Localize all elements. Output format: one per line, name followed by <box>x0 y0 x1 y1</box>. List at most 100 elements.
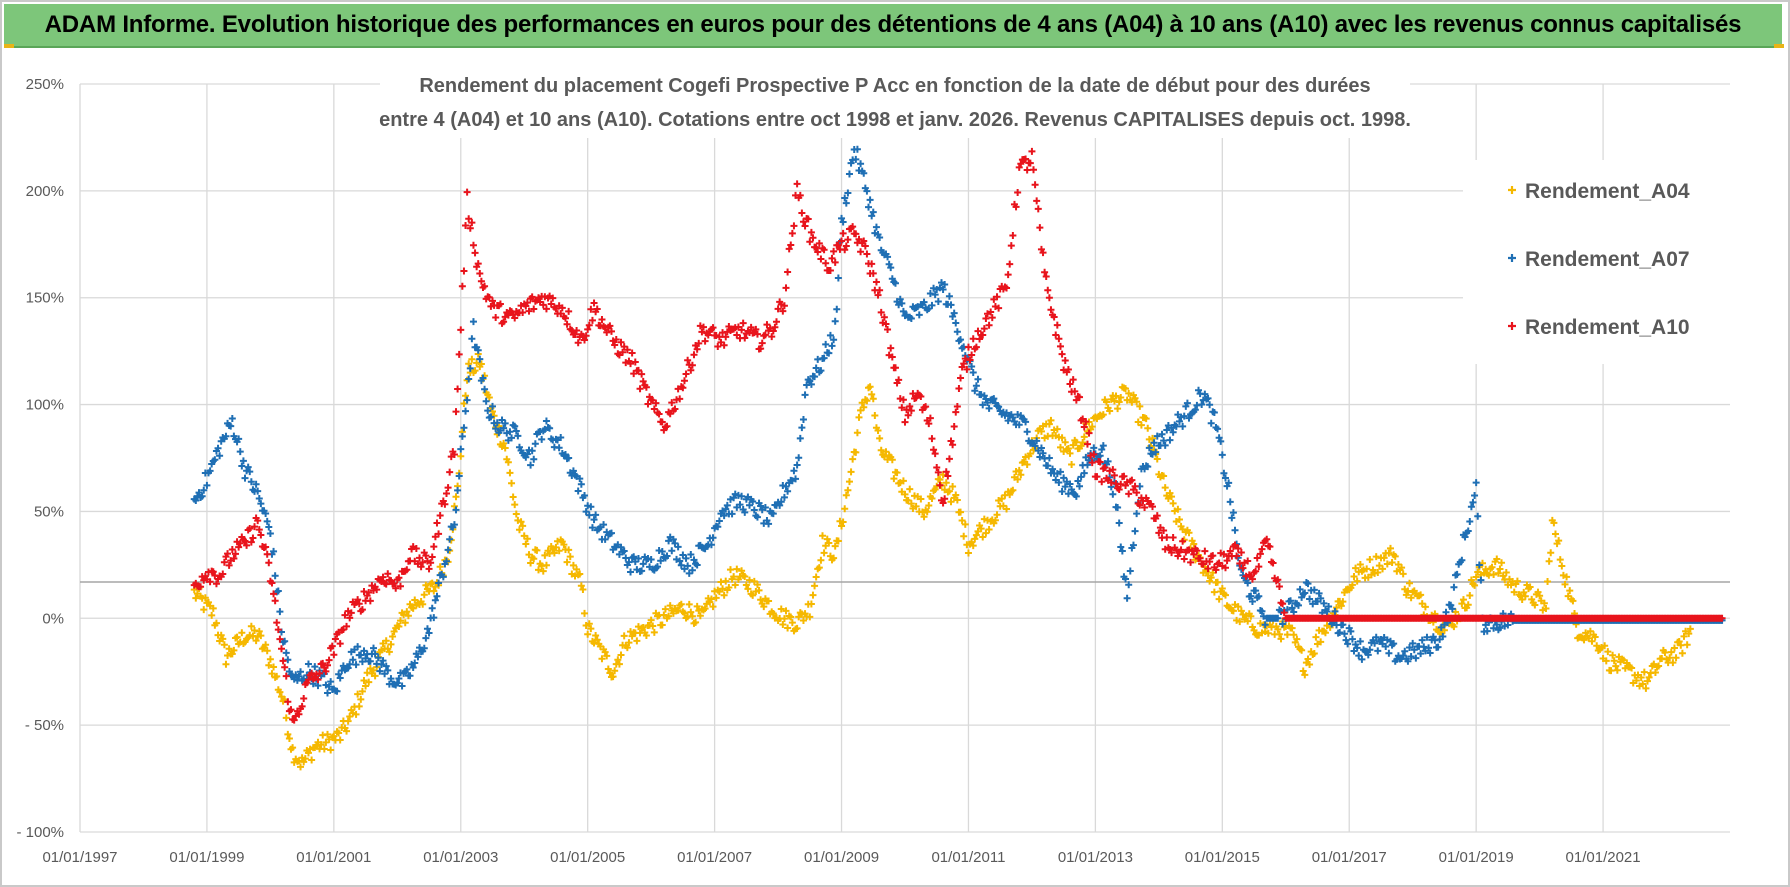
data-point <box>1152 448 1160 456</box>
data-point <box>1356 560 1364 568</box>
data-point <box>944 472 952 480</box>
data-point <box>790 467 798 475</box>
data-point <box>744 585 752 593</box>
data-point <box>419 600 427 608</box>
data-point <box>1096 452 1104 460</box>
data-point <box>581 609 589 617</box>
data-point <box>912 502 920 510</box>
banner-accent-right <box>1774 44 1784 48</box>
data-point <box>401 619 409 627</box>
data-point <box>861 242 869 250</box>
data-point <box>741 334 749 342</box>
data-point <box>522 540 530 548</box>
data-point <box>957 336 965 344</box>
data-point <box>950 422 958 430</box>
x-tick-label: 01/01/2019 <box>1439 849 1514 866</box>
data-point <box>471 249 479 257</box>
data-point <box>523 535 531 543</box>
data-point <box>715 517 723 525</box>
data-point <box>901 490 909 498</box>
data-point <box>433 519 441 527</box>
data-point <box>788 229 796 237</box>
data-point <box>817 367 825 375</box>
data-point <box>373 586 381 594</box>
data-point <box>793 624 801 632</box>
data-point <box>371 650 379 658</box>
data-point <box>887 344 895 352</box>
data-point <box>871 412 879 420</box>
data-point <box>316 669 324 677</box>
data-point <box>1388 559 1396 567</box>
data-point <box>1061 357 1069 365</box>
data-point <box>1661 649 1669 657</box>
data-point <box>1290 631 1298 639</box>
data-point <box>945 487 953 495</box>
data-point <box>511 422 519 430</box>
data-point <box>617 338 625 346</box>
data-point <box>1104 457 1112 465</box>
data-point <box>511 501 519 509</box>
data-point <box>1475 561 1483 569</box>
data-point <box>320 745 328 753</box>
data-point <box>1404 657 1412 665</box>
data-point <box>1183 399 1191 407</box>
data-point <box>509 493 517 501</box>
data-point <box>799 416 807 424</box>
data-point <box>347 609 355 617</box>
data-point <box>231 550 239 558</box>
data-point <box>1494 569 1502 577</box>
data-point <box>926 290 934 298</box>
data-point <box>208 611 216 619</box>
data-point <box>627 568 635 576</box>
data-point <box>257 632 265 640</box>
data-point <box>1310 650 1318 658</box>
data-point <box>779 307 787 315</box>
data-point <box>1288 624 1296 632</box>
data-point <box>1142 415 1150 423</box>
data-point <box>246 525 254 533</box>
data-point <box>370 644 378 652</box>
data-point <box>414 653 422 661</box>
data-point <box>357 695 365 703</box>
data-point <box>1588 637 1596 645</box>
data-point <box>584 630 592 638</box>
data-point <box>985 525 993 533</box>
data-point <box>688 612 696 620</box>
data-point <box>1090 444 1098 452</box>
data-point <box>742 581 750 589</box>
data-point <box>247 622 255 630</box>
data-point <box>874 291 882 299</box>
data-point <box>430 587 438 595</box>
data-point <box>273 672 281 680</box>
data-point <box>425 629 433 637</box>
data-point <box>1425 644 1433 652</box>
data-point <box>746 501 754 509</box>
data-point <box>1031 181 1039 189</box>
data-point <box>876 233 884 241</box>
data-point <box>247 478 255 486</box>
data-point <box>958 517 966 525</box>
data-point <box>285 734 293 742</box>
data-point <box>1358 655 1366 663</box>
data-point <box>811 582 819 590</box>
data-point <box>623 644 631 652</box>
data-point <box>1348 581 1356 589</box>
data-point <box>725 584 733 592</box>
data-point <box>1406 643 1414 651</box>
data-point <box>1193 547 1201 555</box>
data-point <box>282 672 290 680</box>
data-point <box>1547 549 1555 557</box>
data-point <box>297 763 305 771</box>
data-point <box>880 313 888 321</box>
data-point <box>1053 425 1061 433</box>
data-point <box>592 631 600 639</box>
data-point <box>828 254 836 262</box>
y-tick-label: 100% <box>26 397 64 414</box>
data-point <box>844 236 852 244</box>
data-point <box>877 308 885 316</box>
data-point <box>841 246 849 254</box>
data-point <box>677 600 685 608</box>
data-point <box>917 392 925 400</box>
data-point <box>707 595 715 603</box>
data-point <box>899 477 907 485</box>
